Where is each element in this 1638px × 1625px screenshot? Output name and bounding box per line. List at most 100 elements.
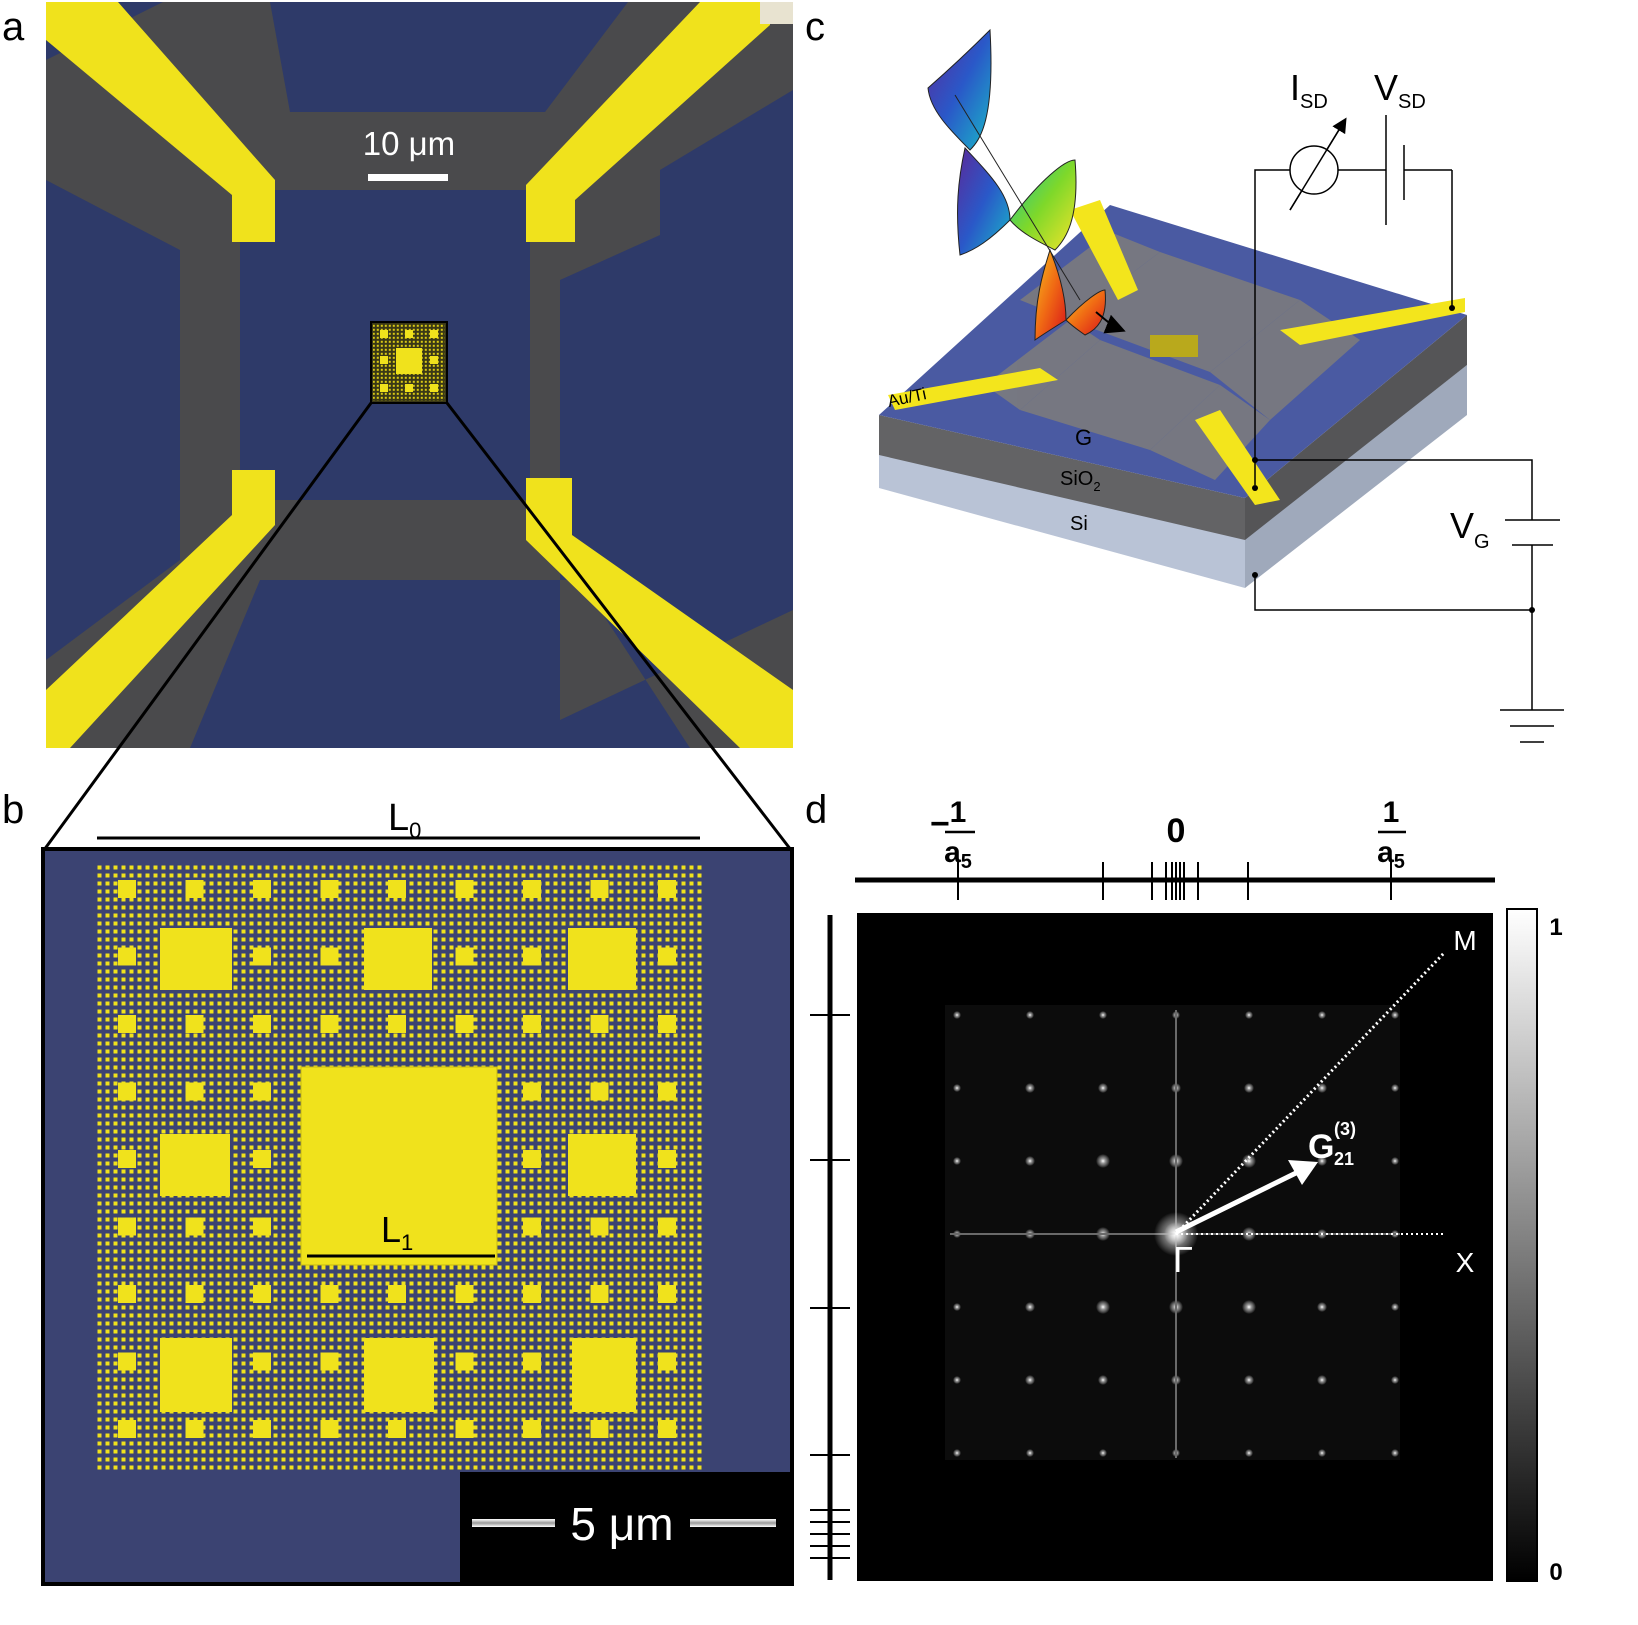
fractal-square-l3 — [118, 880, 136, 898]
fractal-square-l3 — [523, 947, 541, 966]
fractal-center-square — [300, 1066, 498, 1266]
fft-peak — [1244, 1083, 1254, 1093]
fractal-square-l3 — [185, 880, 204, 898]
fft-peak — [1026, 1011, 1034, 1019]
svg-text:a5: a5 — [944, 836, 972, 873]
fractal-square-l3 — [253, 1217, 271, 1236]
fractal-square-l3 — [253, 1420, 271, 1438]
fractal-square-l3 — [320, 1015, 339, 1033]
fft-peak — [953, 1011, 961, 1019]
fft-peak — [1391, 1376, 1399, 1384]
panel-b: b L0 L1 5 μm — [2, 788, 794, 1586]
fractal-square-l3 — [658, 1285, 676, 1303]
fft-peak — [1391, 1084, 1399, 1092]
fractal-square-l3 — [658, 880, 676, 898]
fractal-square-l3 — [590, 1015, 609, 1033]
g-vector-head — [1288, 1160, 1318, 1185]
si-layer-side — [1245, 365, 1467, 588]
fractal-square-l3 — [590, 1285, 609, 1303]
g-vector — [1174, 1169, 1300, 1235]
fractal-square-l3 — [320, 1285, 339, 1303]
fractal-square-l3 — [523, 1015, 541, 1033]
fft-peak — [953, 1084, 961, 1092]
point-m: M — [1453, 925, 1476, 956]
fractal-square-l3 — [118, 1015, 136, 1033]
svg-text:1: 1 — [1383, 796, 1400, 829]
fft-peak — [1098, 1083, 1108, 1093]
fft-peak — [1025, 1083, 1035, 1093]
zoom-line-right — [445, 402, 793, 851]
fractal-square-l3 — [388, 1420, 406, 1438]
fractal-square-l2 — [160, 1134, 230, 1196]
fractal-square-l3 — [253, 1150, 271, 1168]
fractal-square-l3 — [253, 1015, 271, 1033]
fractal-square-l3 — [320, 1420, 339, 1438]
top-ticks — [957, 862, 1392, 900]
fft-peak — [953, 1303, 961, 1311]
fractal-square-l3 — [658, 1352, 676, 1371]
colorbar-min: 0 — [1549, 1559, 1562, 1586]
fractal-square-l2 — [568, 928, 636, 990]
fractal-square-l3 — [658, 1150, 676, 1168]
fractal-square-l3 — [185, 1082, 204, 1101]
point-x: X — [1456, 1247, 1475, 1278]
vector-g-label: G — [1308, 1128, 1334, 1166]
fractal-square-l3 — [320, 880, 339, 898]
panel-letter-b: b — [2, 788, 24, 832]
fractal-square-l3 — [118, 1082, 136, 1101]
fractal-square-l3 — [523, 1150, 541, 1168]
fractal-square-l3 — [658, 947, 676, 966]
fractal-square-l3 — [320, 947, 339, 966]
panel-letter-d: d — [805, 788, 827, 832]
vector-g-sup: (3) — [1334, 1119, 1356, 1139]
fft-peak — [1244, 1375, 1254, 1385]
panel-c: c Au/Ti G SiO2 Si — [805, 5, 1564, 743]
point-gamma: Γ — [1173, 1239, 1193, 1280]
fft-peak — [1317, 1156, 1327, 1166]
left-ticks — [810, 1014, 850, 1559]
fractal-square-l2 — [160, 1338, 232, 1412]
fractal-square-l3 — [590, 880, 609, 898]
fractal-square-l3 — [118, 1285, 136, 1303]
fractal-square-l3 — [185, 1015, 204, 1033]
fractal-square-l3 — [590, 1420, 609, 1438]
fft-peak — [1099, 1449, 1107, 1457]
fft-peak — [1025, 1156, 1035, 1166]
layer-label-g: G — [1075, 425, 1092, 450]
fractal-square-l2 — [364, 1338, 434, 1412]
fractal-square-l3 — [185, 1285, 204, 1303]
sio2-layer — [879, 415, 1245, 540]
vsd-label: VSD — [1374, 67, 1426, 113]
svg-text:1: 1 — [950, 796, 967, 829]
fractal-square-l2 — [568, 1134, 636, 1196]
fft-peak — [1098, 1375, 1108, 1385]
fft-peak — [1317, 1302, 1327, 1312]
fft-peak — [1099, 1011, 1107, 1019]
fractal-square-l3 — [455, 1285, 474, 1303]
fractal-square-l3 — [253, 1352, 271, 1371]
fft-peak — [1318, 1011, 1326, 1019]
fractal-square-l3 — [185, 1217, 204, 1236]
fractal-square-l3 — [455, 880, 474, 898]
fractal-inset-small — [370, 321, 448, 404]
fractal-square-l3 — [455, 1015, 474, 1033]
colorbar-max: 1 — [1549, 914, 1562, 941]
fft-peak — [1391, 1157, 1399, 1165]
fft-peak — [1025, 1375, 1035, 1385]
fractal-square-l3 — [253, 1082, 271, 1101]
l1-label: L1 — [381, 1209, 413, 1255]
fractal-square-l3 — [253, 947, 271, 966]
fft-peak — [953, 1157, 961, 1165]
fractal-square-l3 — [658, 1217, 676, 1236]
panel-letter-c: c — [805, 5, 825, 49]
fft-peak — [1025, 1302, 1035, 1312]
fft-peaks — [950, 1010, 1400, 1458]
panel-d: d − 1 a5 0 1 a5 M X Γ G (3) — [805, 788, 1563, 1586]
fft-peak — [1026, 1449, 1034, 1457]
layer-label-si: Si — [1070, 513, 1088, 535]
isd-label: ISD — [1290, 67, 1328, 113]
zoom-line-left — [42, 402, 373, 851]
fractal-square-l3 — [388, 1015, 406, 1033]
l0-label: L0 — [388, 797, 421, 843]
